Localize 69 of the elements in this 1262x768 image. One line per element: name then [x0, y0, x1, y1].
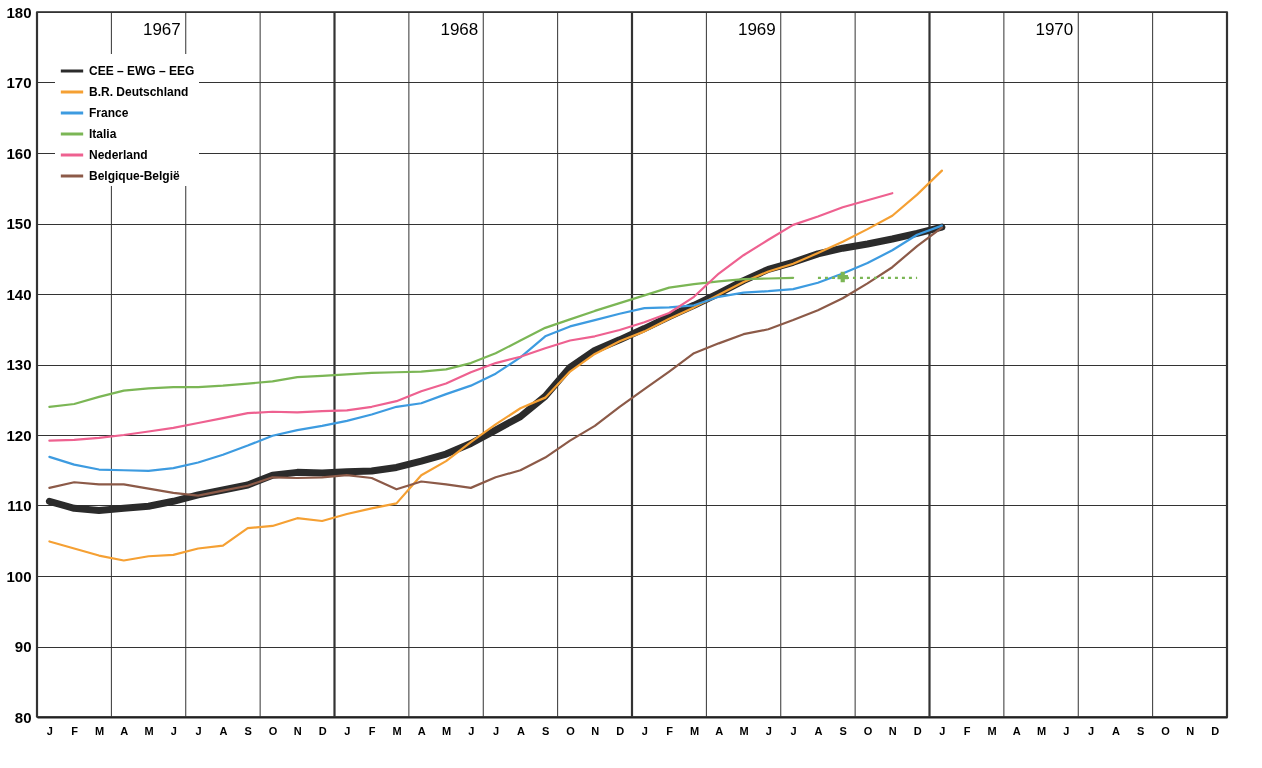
x-tick-label: J [1088, 724, 1095, 737]
x-tick-label: F [368, 724, 376, 737]
x-tick-label: J [170, 724, 177, 737]
x-tick-label: A [1012, 724, 1021, 737]
x-tick-label: A [1111, 724, 1120, 737]
x-tick-label: J [790, 724, 797, 737]
x-tick-label: M [94, 724, 105, 737]
x-tick-label: J [493, 724, 500, 737]
x-tick-label: S [1137, 724, 1145, 737]
x-tick-label: S [839, 724, 847, 737]
y-tick-label: 130 [6, 356, 32, 373]
annotation: 1967 [142, 20, 181, 39]
x-tick-label: J [46, 724, 53, 737]
x-tick-label: M [987, 724, 997, 737]
x-tick-label: J [641, 724, 648, 737]
y-tick-label: 80 [14, 708, 32, 726]
x-tick-label: J [765, 724, 772, 737]
x-tick-label: N [591, 724, 600, 737]
y-tick-label: 180 [6, 3, 32, 21]
x-tick-label: N [1186, 724, 1195, 737]
x-tick-label: M [144, 724, 154, 737]
x-tick-label: M [441, 724, 452, 737]
x-tick-label: S [542, 724, 550, 737]
x-tick-label: F [963, 724, 971, 737]
y-tick-label: 150 [6, 215, 32, 232]
y-tick-label: 120 [6, 426, 32, 444]
legend-label: France [89, 106, 129, 120]
x-tick-label: M [392, 724, 402, 737]
x-tick-label: A [516, 724, 525, 737]
legend-label: CEE – EWG – EEG [89, 64, 195, 78]
x-tick-label: D [913, 724, 922, 737]
y-tick-label: 100 [6, 567, 32, 585]
x-tick-label: J [195, 724, 202, 737]
x-tick-label: F [71, 724, 79, 737]
y-tick-label: 140 [6, 285, 32, 303]
x-tick-label: J [939, 724, 946, 737]
y-tick-label: 160 [6, 144, 32, 162]
x-tick-label: A [715, 724, 724, 737]
legend-label: Italia [89, 127, 117, 141]
x-tick-label: J [1063, 724, 1070, 737]
x-tick-label: F [666, 724, 674, 737]
y-tick-label: 90 [14, 638, 32, 655]
annotation: 1970 [1035, 20, 1074, 39]
x-tick-label: D [318, 724, 327, 737]
x-tick-label: M [1036, 724, 1047, 737]
x-tick-label: N [888, 724, 897, 737]
y-tick-label: 170 [6, 74, 32, 91]
legend-label: B.R. Deutschland [89, 85, 189, 99]
legend-label: Belgique-België [89, 169, 181, 183]
x-tick-label: M [739, 724, 749, 737]
x-tick-label: S [244, 724, 252, 737]
x-tick-label: J [344, 724, 351, 737]
x-tick-label: A [120, 724, 129, 737]
x-tick-label: N [293, 724, 302, 737]
x-tick-label: M [689, 724, 700, 737]
y-tick-label: 110 [7, 497, 32, 514]
x-tick-label: D [616, 724, 625, 737]
x-tick-label: J [468, 724, 475, 737]
x-tick-label: O [1161, 724, 1171, 737]
x-tick-label: O [863, 724, 873, 737]
annotation: 1969 [737, 20, 776, 39]
x-tick-label: A [219, 724, 228, 737]
x-tick-label: O [268, 724, 278, 737]
x-tick-label: A [814, 724, 823, 737]
x-tick-label: A [417, 724, 426, 737]
x-tick-label: D [1211, 724, 1220, 737]
legend-label: Nederland [89, 148, 148, 162]
x-tick-label: O [566, 724, 576, 737]
annotation: 1968 [440, 20, 479, 39]
